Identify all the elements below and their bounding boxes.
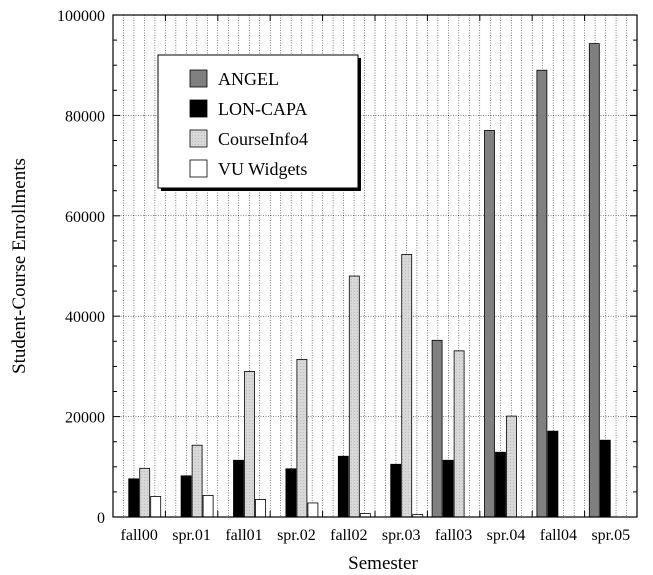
bar-lon-capa-spr-02 xyxy=(285,468,297,518)
bar-courseinfo4-fall00 xyxy=(139,467,151,518)
bar-lon-capa-spr-03 xyxy=(390,463,402,518)
x-tick-label: spr.03 xyxy=(382,527,421,544)
bar-lon-capa-spr-01 xyxy=(180,475,192,518)
bar-vu-widgets-spr-01 xyxy=(202,495,214,518)
axis-ticks: 0 20000 40000 60000 80000 100000 fall00 spr.01 f… xyxy=(57,8,637,544)
bar-vu-widgets-spr-02 xyxy=(307,502,319,518)
bar-courseinfo4-spr-02 xyxy=(296,358,308,518)
x-tick-label: fall03 xyxy=(435,527,472,544)
y-tick-label: 0 xyxy=(97,510,105,527)
bar-courseinfo4-fall01 xyxy=(244,371,255,518)
bar-lon-capa-spr-05 xyxy=(599,439,611,518)
bar-angel-spr-04 xyxy=(484,130,495,518)
bar-angel-fall04 xyxy=(536,69,548,518)
bar-courseinfo4-spr-01 xyxy=(191,444,203,518)
x-tick-label: fall00 xyxy=(121,527,158,544)
bars xyxy=(128,43,611,518)
legend-label: CourseInfo4 xyxy=(218,129,308,149)
x-tick-label: fall02 xyxy=(330,527,367,544)
legend: ANGEL LON-CAPA CourseInfo4 VU Widgets xyxy=(157,54,361,191)
legend-swatch xyxy=(189,99,208,118)
bar-lon-capa-fall03 xyxy=(442,459,454,518)
y-tick-label: 40000 xyxy=(65,309,105,326)
x-tick-label: fall04 xyxy=(540,527,577,544)
bar-vu-widgets-fall00 xyxy=(150,496,162,518)
legend-label: LON-CAPA xyxy=(218,99,307,119)
bar-courseinfo4-fall03 xyxy=(453,350,465,518)
bar-lon-capa-fall01 xyxy=(233,459,244,518)
y-tick-label: 80000 xyxy=(65,108,105,125)
x-tick-label: spr.04 xyxy=(487,527,526,544)
y-tick-label: 20000 xyxy=(65,410,105,427)
legend-swatch xyxy=(189,69,208,88)
bar-angel-fall03 xyxy=(431,339,443,518)
y-axis-title: Student-Course Enrollments xyxy=(9,158,30,374)
x-tick-label: spr.05 xyxy=(591,527,630,544)
bar-courseinfo4-fall02 xyxy=(348,275,360,518)
bar-lon-capa-fall00 xyxy=(128,478,140,518)
bar-angel-spr-05 xyxy=(588,43,600,518)
x-tick-label: fall01 xyxy=(225,527,262,544)
x-axis-title: Semester xyxy=(348,553,418,574)
bar-lon-capa-fall02 xyxy=(337,455,349,518)
y-tick-label: 100000 xyxy=(57,8,105,25)
bar-courseinfo4-spr-04 xyxy=(506,415,517,518)
y-tick-label: 60000 xyxy=(65,209,105,226)
x-tick-label: spr.02 xyxy=(277,527,316,544)
legend-label: ANGEL xyxy=(218,69,279,89)
legend-swatch xyxy=(189,129,208,148)
bar-vu-widgets-fall01 xyxy=(255,499,266,518)
legend-swatch xyxy=(189,159,208,178)
bar-lon-capa-spr-04 xyxy=(495,451,506,518)
bar-courseinfo4-spr-03 xyxy=(401,254,413,518)
x-tick-label: spr.01 xyxy=(172,527,211,544)
bar-lon-capa-fall04 xyxy=(547,430,559,518)
legend-label: VU Widgets xyxy=(218,159,307,179)
